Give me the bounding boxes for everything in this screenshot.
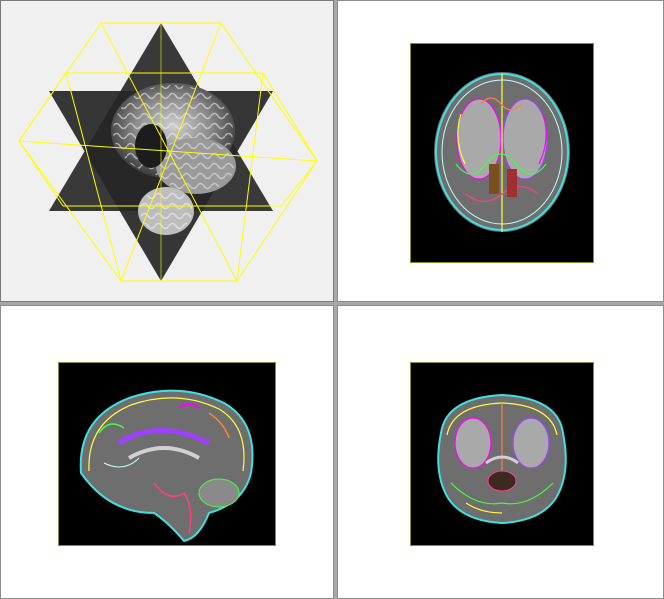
coronal-brain-slice — [437, 393, 567, 525]
sagittal-slice-image[interactable] — [58, 362, 276, 546]
brain-volume-render — [111, 83, 236, 235]
sagittal-brain-slice — [79, 389, 254, 543]
3d-view-pane[interactable] — [0, 0, 334, 302]
coronal-view-pane[interactable] — [337, 305, 664, 599]
sagittal-view-pane[interactable] — [0, 305, 334, 599]
3d-slices-canvas[interactable] — [1, 1, 334, 302]
axial-brain-slice — [434, 72, 570, 232]
axial-view-pane[interactable] — [337, 0, 664, 302]
bounding-box-wireframe — [18, 22, 318, 282]
coronal-slice-image[interactable] — [410, 362, 594, 546]
axial-slice-image[interactable] — [410, 43, 594, 263]
